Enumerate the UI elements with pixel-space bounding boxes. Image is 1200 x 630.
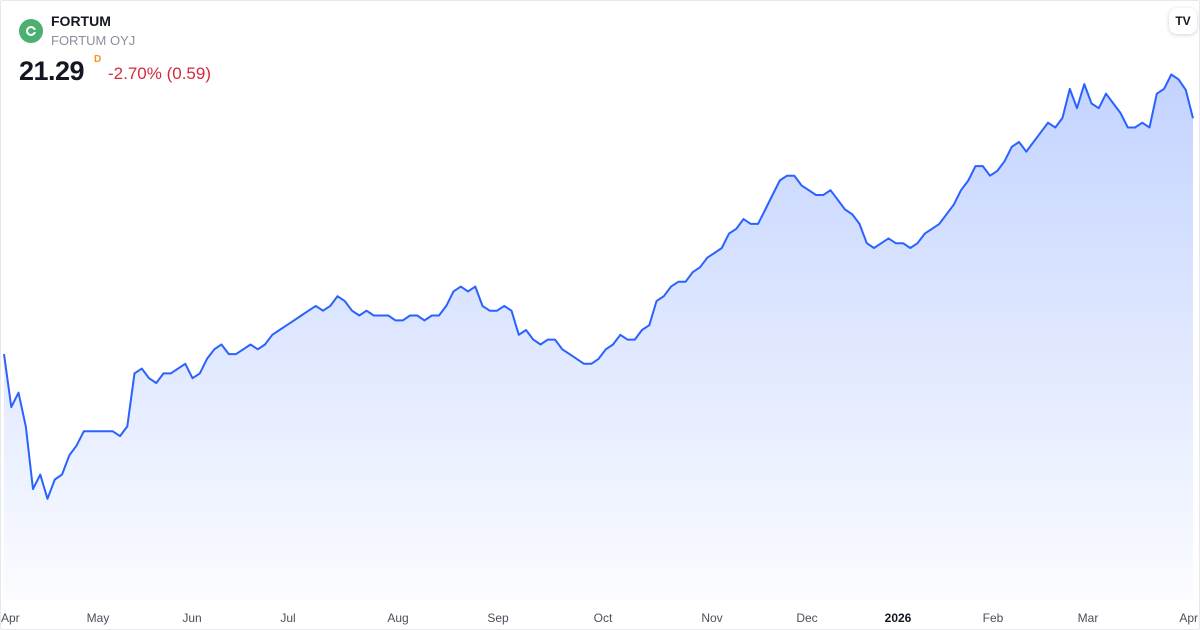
price-change: -2.70% (0.59)	[108, 64, 211, 83]
x-tick-label: Jul	[280, 611, 295, 625]
ticker-symbol[interactable]: FORTUM	[51, 13, 111, 29]
tradingview-logo-icon[interactable]: TV	[1169, 8, 1197, 34]
x-tick-label: Apr	[1179, 611, 1198, 625]
company-name: FORTUM OYJ	[51, 33, 136, 48]
last-price: 21.29	[19, 56, 85, 86]
x-tick-label: Mar	[1078, 611, 1099, 625]
fortum-logo-icon	[19, 19, 43, 43]
x-tick-label: Jun	[182, 611, 201, 625]
price-row: 21.29 D -2.70% (0.59)	[19, 54, 211, 87]
price-line	[3, 73, 1194, 500]
price-area	[4, 74, 1193, 600]
x-tick-label: Apr	[1, 611, 20, 625]
x-tick-label: Oct	[594, 611, 613, 625]
x-tick-label: May	[87, 611, 110, 625]
x-tick-label: Feb	[983, 611, 1004, 625]
x-tick-label: Aug	[387, 611, 408, 625]
x-tick-label: Dec	[796, 611, 817, 625]
x-tick-label: Nov	[701, 611, 722, 625]
x-tick-label: Sep	[487, 611, 509, 625]
x-tick-label: 2026	[885, 611, 912, 625]
interval-marker: D	[94, 54, 102, 65]
tradingview-badge-text: TV	[1175, 14, 1191, 28]
x-axis: Apr May Jun Jul Aug Sep Oct Nov Dec 2026 Feb Mar Apr	[1, 611, 1198, 625]
